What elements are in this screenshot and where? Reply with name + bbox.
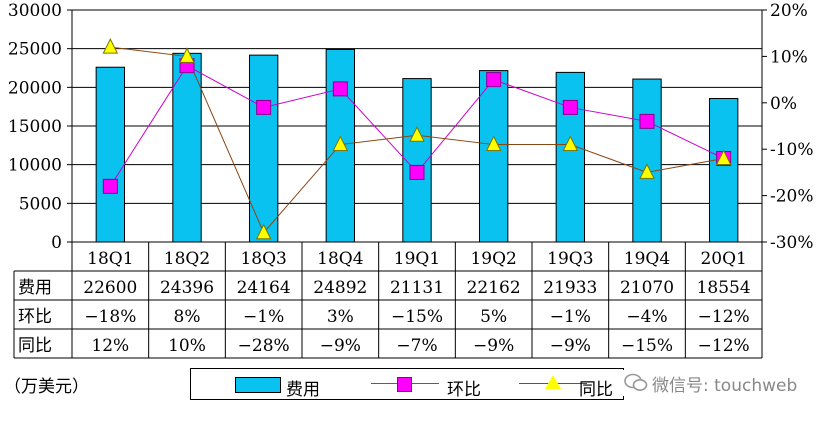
- bar: [555, 71, 586, 243]
- y-right-tick-label: -20%: [770, 187, 814, 207]
- yoy-point: [715, 149, 732, 165]
- x-tick-label: 19Q4: [624, 249, 670, 269]
- bar: [478, 70, 509, 243]
- wechat-icon: [624, 373, 648, 391]
- y-right-tick-label: 0%: [770, 94, 797, 114]
- yoy-point: [409, 126, 425, 142]
- table-cell: 12%: [91, 336, 129, 356]
- qoq-point: [409, 164, 425, 180]
- yoy-point: [255, 223, 272, 240]
- table-cell: −9%: [550, 336, 591, 356]
- x-tick-label: 18Q4: [317, 249, 363, 269]
- yoy-point: [332, 135, 349, 152]
- y-left-tick-label: 15000: [8, 117, 62, 137]
- qoq-point: [639, 113, 655, 129]
- table-cell: 24892: [313, 278, 367, 298]
- bar: [248, 54, 279, 243]
- y-left-tick-label: 10000: [8, 156, 62, 176]
- legend-marker-qoq: [397, 377, 412, 392]
- y-left-tick-label: 30000: [8, 1, 62, 21]
- y-right-tick-label: 20%: [770, 1, 808, 21]
- table-cell: −15%: [621, 336, 673, 356]
- qoq-point: [102, 178, 118, 194]
- table-cell: −28%: [238, 336, 290, 356]
- table-cell: −1%: [550, 307, 591, 327]
- table-cell: −4%: [626, 307, 667, 327]
- qoq-point: [256, 99, 272, 115]
- y-left-tick-label: 20000: [8, 78, 62, 98]
- x-tick-label: 20Q1: [700, 249, 746, 269]
- table-cell: −18%: [84, 307, 136, 327]
- table-cell: 3%: [327, 307, 354, 327]
- watermark-text: 微信号: touchweb: [652, 375, 798, 396]
- legend-label-qoq: 环比: [447, 380, 481, 400]
- y-right-tick-label: -30%: [770, 233, 814, 253]
- table-cell: 10%: [168, 336, 206, 356]
- qoq-point: [562, 99, 578, 115]
- yoy-point: [485, 135, 502, 152]
- y-left-tick-label: 25000: [8, 40, 62, 60]
- table-row-label: 同比: [18, 336, 52, 356]
- table-cell: −9%: [473, 336, 514, 356]
- table-row-label: 费用: [18, 278, 52, 298]
- y-right-tick-label: -10%: [770, 140, 814, 160]
- yoy-point: [639, 163, 655, 179]
- x-tick-label: 19Q1: [394, 249, 440, 269]
- table-cell: −7%: [396, 336, 437, 356]
- table-cell: 21070: [620, 278, 674, 298]
- x-tick-label: 19Q2: [470, 249, 516, 269]
- yoy-point: [102, 38, 119, 54]
- table-cell: −1%: [243, 307, 284, 327]
- legend-label-cost: 费用: [286, 380, 320, 400]
- qoq-point: [486, 72, 502, 88]
- table-cell: 18554: [697, 278, 751, 298]
- legend-marker-yoy: [545, 375, 561, 389]
- table-cell: −15%: [391, 307, 443, 327]
- table-cell: 8%: [174, 307, 201, 327]
- table-cell: 22162: [467, 278, 521, 298]
- table-cell: 21131: [390, 278, 444, 298]
- bar: [632, 78, 662, 243]
- y-left-tick-label: 0: [51, 233, 62, 253]
- table-cell: 21933: [543, 278, 597, 298]
- table-cell: 5%: [480, 307, 507, 327]
- qoq-point: [332, 81, 348, 97]
- table-row-label: 环比: [18, 307, 52, 327]
- yoy-point: [179, 47, 195, 63]
- table-cell: −12%: [698, 307, 750, 327]
- table-cell: −9%: [320, 336, 361, 356]
- watermark: 微信号: touchweb: [620, 370, 798, 396]
- legend: 费用 环比 同比: [190, 368, 624, 400]
- x-tick-label: 18Q3: [240, 249, 286, 269]
- table-cell: 22600: [83, 278, 137, 298]
- legend-bar-swatch: [235, 377, 281, 393]
- yoy-point: [562, 135, 579, 152]
- y-right-tick-label: 10%: [770, 47, 808, 67]
- x-tick-label: 18Q1: [87, 249, 133, 269]
- bar: [708, 98, 739, 243]
- table-cell: 24164: [237, 278, 291, 298]
- bar: [95, 66, 126, 243]
- y-left-tick-label: 5000: [19, 194, 62, 214]
- table-cell: −12%: [698, 336, 750, 356]
- x-tick-label: 18Q2: [164, 249, 210, 269]
- legend-label-yoy: 同比: [579, 380, 613, 400]
- table-cell: 24396: [160, 278, 214, 298]
- x-tick-label: 19Q3: [547, 249, 593, 269]
- unit-label: （万美元）: [4, 377, 89, 397]
